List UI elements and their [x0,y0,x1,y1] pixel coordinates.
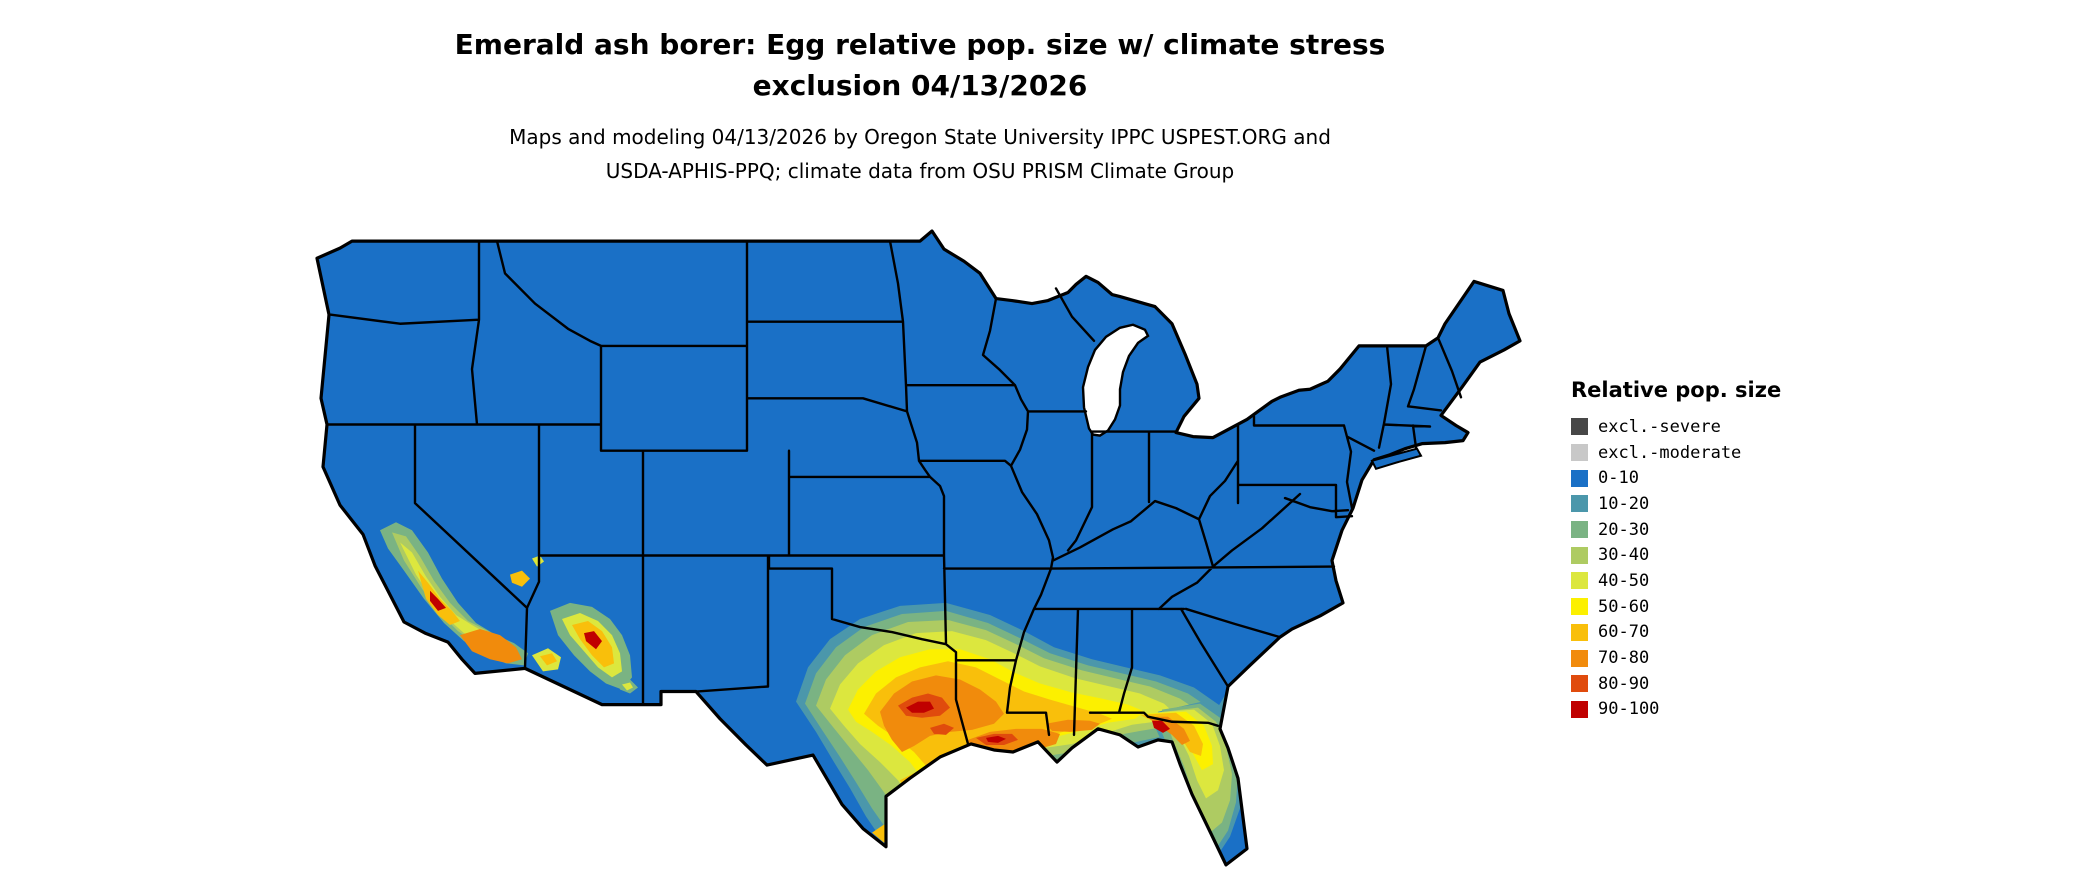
legend-label: 80-90 [1598,673,1650,694]
legend-label: 90-100 [1598,699,1660,720]
legend-label: 10-20 [1598,493,1650,514]
figure-subtitle: Maps and modeling 04/13/2026 by Oregon S… [509,120,1331,188]
raster-gulf-90-100-a [906,701,934,713]
state-borders [325,239,1463,746]
raster-gulf-70-80-c [1046,719,1100,732]
legend-item: 80-90 [1571,671,1831,697]
legend-label: 50-60 [1598,596,1650,617]
legend-items: excl.-severe excl.-moderate 0-10 10-20 2… [1571,414,1831,722]
raster-arizona-90-100 [584,631,602,650]
legend-item: 0-10 [1571,465,1831,491]
legend-item: 20-30 [1571,517,1831,543]
us-map-svg [315,229,1522,867]
legend-swatch [1571,521,1588,539]
legend-item: 40-50 [1571,568,1831,594]
raster-florida-60-70 [1140,712,1203,757]
title-line-2: exclusion 04/13/2026 [752,69,1088,102]
legend-item: 60-70 [1571,620,1831,646]
legend-label: 60-70 [1598,622,1650,643]
legend-swatch [1571,649,1588,667]
legend-swatch [1571,675,1588,693]
raster-se-arizona-40-50 [622,682,633,691]
us-map [300,228,1530,883]
legend: Relative pop. size excl.-severe excl.-mo… [1571,378,1831,722]
raster-vegas-60-70 [510,570,530,587]
lake-michigan [1081,323,1150,437]
raster-florida-90-100 [1152,720,1170,733]
legend-swatch [1571,546,1588,564]
legend-label: 40-50 [1598,570,1650,591]
legend-label: 30-40 [1598,545,1650,566]
subtitle-line-1: Maps and modeling 04/13/2026 by Oregon S… [509,125,1331,149]
legend-swatch [1571,598,1588,616]
legend-swatch [1571,700,1588,718]
legend-item: 70-80 [1571,645,1831,671]
legend-item: excl.-moderate [1571,440,1831,466]
legend-swatch [1571,444,1588,462]
long-island [1370,447,1423,471]
legend-item: 10-20 [1571,491,1831,517]
legend-item: excl.-severe [1571,414,1831,440]
legend-item: 50-60 [1571,594,1831,620]
legend-label: 20-30 [1598,519,1650,540]
legend-title: Relative pop. size [1571,378,1782,402]
title-line-1: Emerald ash borer: Egg relative pop. siz… [454,28,1386,61]
legend-item: 90-100 [1571,697,1831,723]
page-title: Emerald ash borer: Egg relative pop. siz… [455,24,1386,106]
raster-gulf-90-100-b [986,735,1006,743]
legend-swatch [1571,495,1588,513]
population-raster [380,522,1298,861]
legend-swatch [1571,572,1588,590]
legend-swatch [1571,418,1588,436]
legend-item: 30-40 [1571,542,1831,568]
legend-label: excl.-severe [1598,416,1721,437]
subtitle-line-2: USDA-APHIS-PPQ; climate data from OSU PR… [605,159,1235,183]
raster-california-60-70 [418,570,460,626]
legend-swatch [1571,623,1588,641]
legend-label: 0-10 [1598,468,1639,489]
legend-label: 70-80 [1598,648,1650,669]
raster-socal-70-80 [460,629,522,664]
raster-gulf-80-90-c [930,723,954,735]
raster-yuma-60-70 [540,653,557,666]
raster-california-30-40 [392,532,512,654]
legend-label: excl.-moderate [1598,442,1742,463]
legend-swatch [1571,469,1588,487]
raster-florida-50-60 [1146,711,1213,771]
